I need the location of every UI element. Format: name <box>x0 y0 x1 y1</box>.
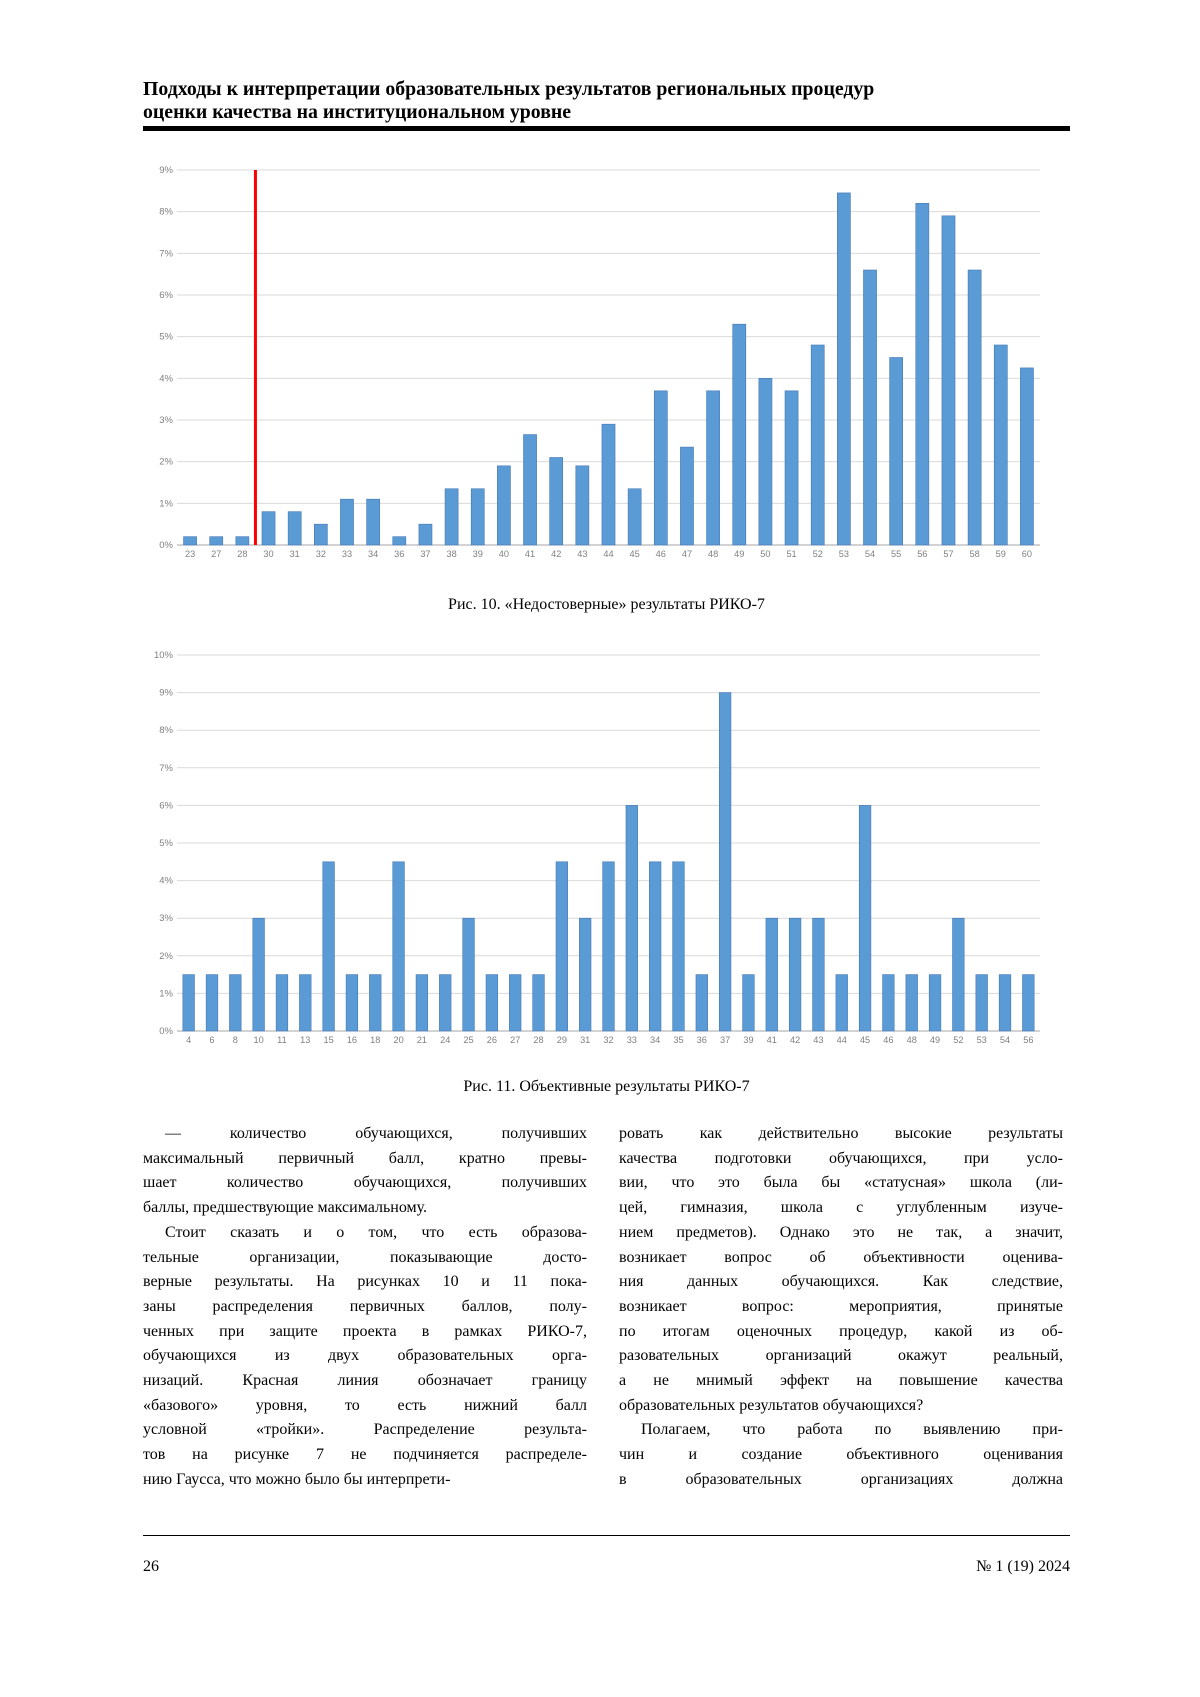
svg-text:6%: 6% <box>159 290 173 301</box>
svg-text:10: 10 <box>254 1035 264 1045</box>
svg-text:44: 44 <box>603 549 613 559</box>
svg-text:4: 4 <box>186 1035 191 1045</box>
svg-text:56: 56 <box>1023 1035 1033 1045</box>
svg-text:42: 42 <box>790 1035 800 1045</box>
svg-text:5%: 5% <box>159 332 173 343</box>
svg-text:39: 39 <box>473 549 483 559</box>
svg-text:5%: 5% <box>159 838 173 849</box>
svg-text:35: 35 <box>673 1035 683 1045</box>
svg-text:34: 34 <box>368 549 378 559</box>
svg-text:41: 41 <box>525 549 535 559</box>
svg-text:8%: 8% <box>159 725 173 736</box>
svg-text:15: 15 <box>323 1035 333 1045</box>
svg-text:39: 39 <box>743 1035 753 1045</box>
svg-text:42: 42 <box>551 549 561 559</box>
svg-text:3%: 3% <box>159 415 173 426</box>
svg-text:44: 44 <box>837 1035 847 1045</box>
svg-text:27: 27 <box>211 549 221 559</box>
svg-text:51: 51 <box>786 549 796 559</box>
svg-text:52: 52 <box>813 549 823 559</box>
svg-text:47: 47 <box>682 549 692 559</box>
svg-text:54: 54 <box>1000 1035 1010 1045</box>
svg-text:49: 49 <box>734 549 744 559</box>
svg-text:26: 26 <box>487 1035 497 1045</box>
svg-text:4%: 4% <box>159 373 173 384</box>
svg-text:1%: 1% <box>159 988 173 999</box>
svg-text:57: 57 <box>943 549 953 559</box>
svg-text:8%: 8% <box>159 207 173 218</box>
svg-text:33: 33 <box>342 549 352 559</box>
svg-text:48: 48 <box>907 1035 917 1045</box>
svg-text:46: 46 <box>656 549 666 559</box>
svg-text:30: 30 <box>263 549 273 559</box>
svg-text:50: 50 <box>760 549 770 559</box>
svg-text:37: 37 <box>720 1035 730 1045</box>
svg-text:53: 53 <box>839 549 849 559</box>
svg-text:55: 55 <box>891 549 901 559</box>
svg-text:45: 45 <box>630 549 640 559</box>
svg-text:6: 6 <box>209 1035 214 1045</box>
svg-text:20: 20 <box>393 1035 403 1045</box>
svg-text:9%: 9% <box>159 165 173 176</box>
svg-text:13: 13 <box>300 1035 310 1045</box>
svg-text:49: 49 <box>930 1035 940 1045</box>
svg-text:2%: 2% <box>159 951 173 962</box>
svg-text:7%: 7% <box>159 763 173 774</box>
svg-text:18: 18 <box>370 1035 380 1045</box>
svg-text:6%: 6% <box>159 800 173 811</box>
svg-text:41: 41 <box>767 1035 777 1045</box>
svg-text:32: 32 <box>603 1035 613 1045</box>
svg-text:10%: 10% <box>154 650 174 661</box>
svg-text:48: 48 <box>708 549 718 559</box>
svg-text:33: 33 <box>627 1035 637 1045</box>
svg-text:16: 16 <box>347 1035 357 1045</box>
svg-text:4%: 4% <box>159 876 173 887</box>
svg-text:0%: 0% <box>159 1026 173 1037</box>
svg-text:3%: 3% <box>159 913 173 924</box>
svg-text:58: 58 <box>970 549 980 559</box>
svg-text:0%: 0% <box>159 540 173 551</box>
svg-text:36: 36 <box>394 549 404 559</box>
svg-text:21: 21 <box>417 1035 427 1045</box>
svg-text:29: 29 <box>557 1035 567 1045</box>
svg-text:36: 36 <box>697 1035 707 1045</box>
svg-text:1%: 1% <box>159 498 173 509</box>
svg-text:53: 53 <box>977 1035 987 1045</box>
svg-text:43: 43 <box>577 549 587 559</box>
svg-text:9%: 9% <box>159 688 173 699</box>
svg-text:59: 59 <box>996 549 1006 559</box>
svg-text:11: 11 <box>277 1035 287 1045</box>
svg-text:56: 56 <box>917 549 927 559</box>
svg-text:25: 25 <box>463 1035 473 1045</box>
svg-text:28: 28 <box>533 1035 543 1045</box>
svg-text:45: 45 <box>860 1035 870 1045</box>
svg-text:34: 34 <box>650 1035 660 1045</box>
svg-text:40: 40 <box>499 549 509 559</box>
svg-text:23: 23 <box>185 549 195 559</box>
svg-text:52: 52 <box>953 1035 963 1045</box>
svg-text:7%: 7% <box>159 248 173 259</box>
svg-text:2%: 2% <box>159 457 173 468</box>
svg-text:31: 31 <box>290 549 300 559</box>
svg-text:38: 38 <box>446 549 456 559</box>
svg-text:24: 24 <box>440 1035 450 1045</box>
svg-text:60: 60 <box>1022 549 1032 559</box>
svg-text:8: 8 <box>233 1035 238 1045</box>
svg-text:28: 28 <box>237 549 247 559</box>
svg-text:37: 37 <box>420 549 430 559</box>
svg-text:31: 31 <box>580 1035 590 1045</box>
svg-text:27: 27 <box>510 1035 520 1045</box>
svg-text:54: 54 <box>865 549 875 559</box>
svg-text:46: 46 <box>883 1035 893 1045</box>
svg-text:43: 43 <box>813 1035 823 1045</box>
svg-text:32: 32 <box>316 549 326 559</box>
